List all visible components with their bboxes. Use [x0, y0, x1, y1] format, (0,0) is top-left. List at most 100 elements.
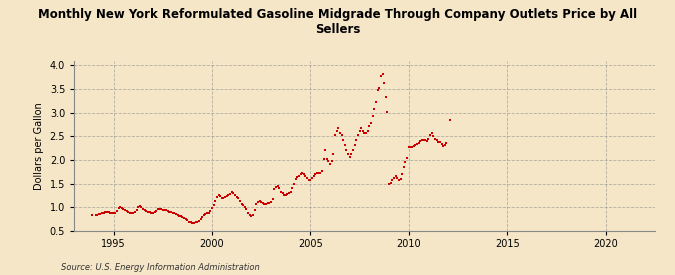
- Point: [248, 213, 259, 217]
- Point: [110, 210, 121, 215]
- Point: [441, 141, 452, 145]
- Point: [375, 74, 386, 78]
- Point: [217, 196, 227, 200]
- Point: [180, 217, 191, 221]
- Point: [310, 172, 321, 176]
- Point: [107, 211, 117, 216]
- Point: [138, 207, 148, 211]
- Point: [254, 199, 265, 203]
- Point: [398, 165, 409, 169]
- Point: [290, 177, 301, 181]
- Point: [190, 220, 201, 225]
- Point: [259, 202, 270, 206]
- Point: [226, 189, 237, 194]
- Point: [297, 171, 308, 175]
- Point: [294, 174, 304, 178]
- Point: [313, 170, 324, 175]
- Point: [93, 212, 104, 217]
- Point: [418, 138, 429, 142]
- Point: [149, 210, 160, 214]
- Point: [208, 203, 219, 208]
- Point: [364, 124, 375, 128]
- Point: [90, 213, 101, 218]
- Point: [389, 176, 400, 180]
- Point: [243, 210, 254, 215]
- Point: [429, 136, 440, 141]
- Point: [115, 205, 126, 210]
- Point: [410, 143, 421, 147]
- Point: [161, 208, 171, 212]
- Point: [338, 138, 348, 142]
- Point: [300, 174, 311, 178]
- Point: [125, 210, 136, 215]
- Point: [133, 205, 144, 210]
- Point: [148, 210, 159, 215]
- Point: [241, 207, 252, 211]
- Point: [176, 214, 186, 219]
- Point: [269, 187, 279, 191]
- Point: [211, 195, 222, 199]
- Point: [323, 159, 334, 164]
- Point: [123, 209, 134, 214]
- Point: [416, 138, 427, 142]
- Point: [303, 178, 314, 183]
- Point: [244, 213, 255, 217]
- Point: [439, 143, 450, 147]
- Point: [284, 191, 294, 195]
- Point: [188, 221, 199, 225]
- Point: [328, 152, 339, 156]
- Point: [279, 192, 290, 197]
- Point: [225, 191, 236, 196]
- Point: [274, 186, 285, 191]
- Point: [192, 219, 202, 224]
- Point: [367, 114, 378, 119]
- Point: [184, 219, 194, 224]
- Text: Source: U.S. Energy Information Administration: Source: U.S. Energy Information Administ…: [61, 263, 259, 272]
- Point: [402, 155, 412, 160]
- Point: [202, 211, 213, 216]
- Point: [397, 172, 408, 176]
- Point: [113, 206, 124, 210]
- Point: [164, 209, 175, 214]
- Point: [169, 211, 180, 216]
- Point: [233, 196, 244, 200]
- Point: [344, 155, 355, 159]
- Point: [118, 207, 129, 211]
- Point: [220, 195, 231, 200]
- Point: [423, 137, 434, 141]
- Point: [362, 128, 373, 133]
- Point: [325, 161, 335, 166]
- Point: [221, 194, 232, 199]
- Point: [108, 211, 119, 215]
- Point: [128, 211, 138, 215]
- Point: [162, 208, 173, 213]
- Point: [146, 210, 157, 215]
- Point: [116, 206, 127, 210]
- Point: [392, 176, 403, 180]
- Point: [282, 191, 293, 196]
- Point: [92, 213, 103, 217]
- Point: [369, 107, 380, 111]
- Point: [136, 205, 147, 210]
- Point: [340, 143, 350, 147]
- Point: [223, 192, 234, 197]
- Point: [157, 207, 168, 212]
- Point: [382, 109, 393, 114]
- Point: [317, 169, 327, 173]
- Point: [336, 133, 347, 138]
- Point: [232, 195, 242, 199]
- Point: [374, 86, 385, 90]
- Point: [251, 202, 262, 206]
- Point: [131, 207, 142, 212]
- Point: [360, 131, 371, 135]
- Point: [408, 144, 419, 148]
- Point: [404, 145, 414, 149]
- Point: [358, 128, 369, 133]
- Point: [305, 178, 316, 183]
- Point: [87, 213, 98, 217]
- Point: [387, 178, 398, 183]
- Point: [395, 177, 406, 181]
- Point: [218, 196, 229, 200]
- Point: [257, 200, 268, 205]
- Point: [234, 199, 245, 204]
